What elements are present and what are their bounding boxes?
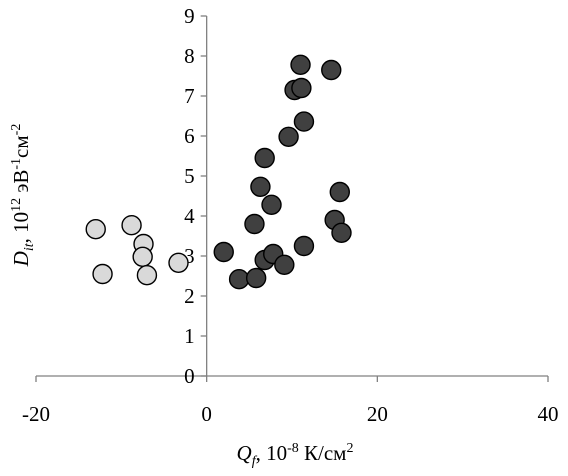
y-tick-label: 8 bbox=[184, 44, 195, 68]
data-point bbox=[228, 269, 250, 290]
data-point bbox=[132, 246, 153, 267]
data-point bbox=[293, 235, 315, 257]
data-point bbox=[329, 181, 350, 203]
data-point bbox=[290, 54, 311, 76]
data-point bbox=[261, 194, 282, 216]
y-tick-label: 7 bbox=[184, 84, 195, 108]
x-tick-label: 40 bbox=[538, 402, 559, 426]
data-point bbox=[291, 77, 312, 99]
data-point bbox=[250, 176, 271, 198]
data-point bbox=[213, 241, 234, 263]
data-point bbox=[136, 265, 158, 286]
y-axis-symbol: D bbox=[9, 251, 33, 267]
y-tick-label: 4 bbox=[184, 204, 195, 228]
y-tick-label: 6 bbox=[184, 124, 195, 148]
y-tick-label: 2 bbox=[184, 284, 195, 308]
data-point bbox=[331, 222, 352, 244]
x-axis-symbol: Q bbox=[237, 441, 252, 465]
data-point bbox=[121, 214, 142, 236]
x-axis-unit-prefix: , 10 bbox=[256, 441, 288, 465]
data-point bbox=[85, 218, 106, 240]
data-point bbox=[92, 263, 113, 285]
x-axis-unit: К/см bbox=[299, 441, 347, 465]
data-point bbox=[254, 147, 275, 169]
data-point bbox=[168, 252, 189, 273]
y-axis-exponent1: -1 bbox=[9, 158, 24, 170]
data-point bbox=[244, 213, 265, 235]
data-points bbox=[85, 54, 352, 290]
data-point bbox=[278, 126, 299, 148]
y-axis-unit-prefix: , 10 bbox=[9, 212, 33, 244]
data-point bbox=[321, 59, 342, 81]
y-tick-label: 0 bbox=[184, 364, 195, 388]
y-tick-label: 1 bbox=[184, 324, 195, 348]
y-axis-unit2: см bbox=[9, 135, 33, 158]
x-axis-unit-exponent: 2 bbox=[346, 441, 353, 456]
x-tick-label: 20 bbox=[367, 402, 388, 426]
y-axis-exponent2: -2 bbox=[9, 124, 24, 136]
x-axis-subscript: f bbox=[252, 454, 258, 469]
y-tick-label: 5 bbox=[184, 164, 195, 188]
y-tick-label: 3 bbox=[184, 244, 195, 268]
axes: -20 0 20 40 0 1 2 3 4 5 6 7 8 9 bbox=[22, 4, 559, 426]
x-tick-label: -20 bbox=[22, 402, 50, 426]
data-point bbox=[274, 254, 295, 275]
y-tick-label: 9 bbox=[184, 4, 195, 28]
data-point bbox=[293, 111, 315, 132]
y-axis-subscript: it bbox=[22, 242, 37, 251]
x-axis-title: Qf, 10-8 К/см2 bbox=[237, 441, 354, 469]
y-axis-exponent: 12 bbox=[9, 198, 24, 212]
y-axis-title: Dit, 1012 эВ-1см-2 bbox=[9, 124, 37, 268]
x-axis-exponent: -8 bbox=[287, 441, 299, 456]
data-point bbox=[245, 267, 267, 289]
x-tick-label: 0 bbox=[201, 402, 212, 426]
y-axis-unit1: эВ bbox=[9, 170, 33, 198]
